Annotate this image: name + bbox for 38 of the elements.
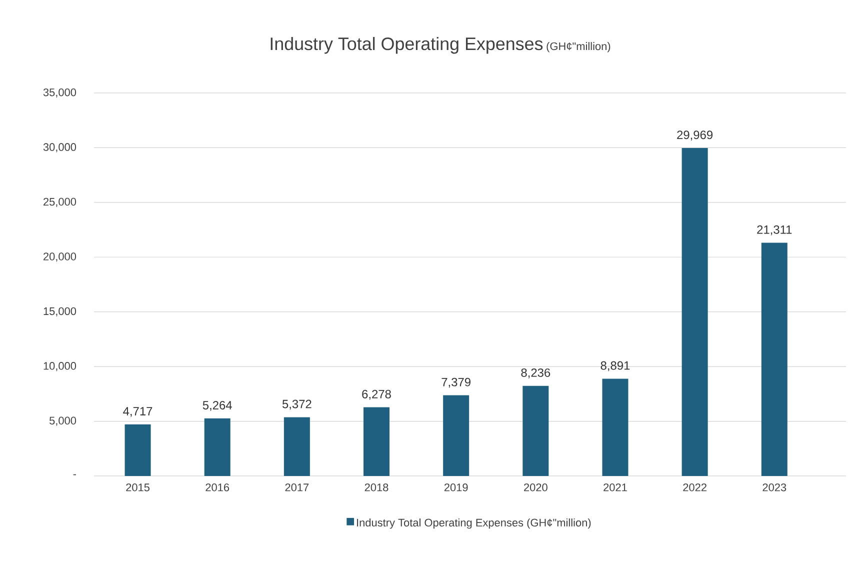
y-tick-label: 20,000 [44,252,76,262]
data-label: 21,311 [757,225,792,236]
bar [443,395,470,476]
x-tick-label: 2015 [126,484,150,492]
data-label: 7,379 [442,378,470,388]
x-tick-label: 2017 [285,484,309,492]
x-tick-label: 2019 [444,484,468,492]
data-label: 8,236 [521,368,550,378]
x-tick-label: 2021 [604,484,627,492]
x-tick-label: 2022 [683,484,706,492]
bar [124,424,151,476]
data-label: 8,891 [600,361,630,372]
data-label: 4,717 [123,407,152,417]
bar [522,386,549,476]
x-tick-label: 2020 [524,484,548,492]
y-tick-label: 10,000 [44,362,76,372]
bar [284,417,310,476]
chart-title: Industry Total Operating Expenses [270,36,543,54]
bar [364,407,390,476]
bar [602,378,628,476]
legend-label: Industry Total Operating Expenses (GH¢"million) [357,518,591,529]
y-tick-label: 5,000 [50,416,76,426]
x-tick-label: 2018 [364,484,388,492]
data-label: 29,969 [677,130,713,141]
y-tick-label: 15,000 [44,307,76,316]
x-tick-label: 2023 [762,484,786,492]
y-tick-label: 30,000 [43,143,76,152]
bar [204,418,230,476]
y-tick-label: 25,000 [44,198,76,207]
data-label: 6,278 [362,390,391,400]
bar [761,242,788,476]
y-tick-label: 35,000 [43,88,76,98]
data-label: 5,372 [282,400,312,410]
bar [682,148,708,476]
y-tick-label: - [73,474,76,476]
data-label: 5,264 [202,400,232,411]
chart-subtitle: (GH¢"million) [546,42,610,52]
x-tick-label: 2016 [206,484,230,492]
